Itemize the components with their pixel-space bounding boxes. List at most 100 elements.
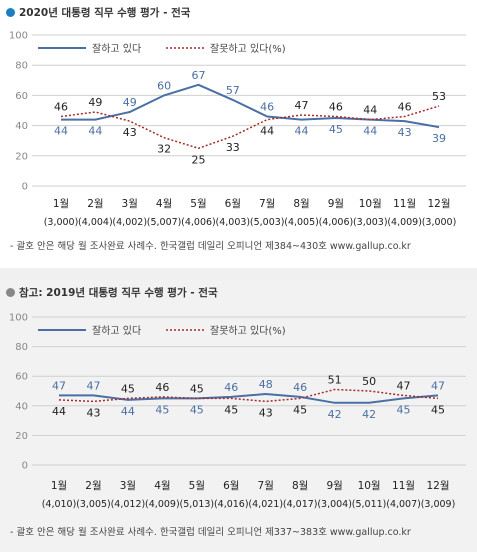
sample-size-label: (4,009) (387, 217, 422, 228)
sample-size-label: (5,011) (352, 499, 387, 510)
data-label-disapprove: 44 (52, 405, 66, 418)
data-label-approve: 44 (121, 405, 135, 418)
sample-size-label: (3,005) (76, 499, 111, 510)
data-label-approve: 44 (88, 125, 102, 138)
chart-footnote: - 괄호 안은 해당 월 조사완료 사례수. 한국갤럽 데일리 오피니언 제33… (10, 527, 411, 538)
data-label-disapprove: 46 (155, 381, 169, 394)
data-label-disapprove: 46 (398, 101, 412, 114)
line-chart-2020: 0 20 40 60 80 100 잘하고 있다 잘못하고 있다(%) 44 46 44 49 49 43… (9, 31, 466, 228)
x-tick-label: 2월 (87, 198, 103, 210)
data-label-approve: 46 (224, 381, 238, 394)
x-tick-label: 2월 (85, 480, 101, 492)
data-label-approve: 48 (259, 378, 273, 391)
chart-title: 참고: 2019년 대통령 직무 수행 평가 - 전국 (6, 285, 218, 300)
data-label-approve: 45 (329, 123, 343, 136)
sample-size-label: (3,003) (353, 217, 388, 228)
bullet-icon (6, 288, 15, 297)
sample-size-label: (4,006) (181, 217, 216, 228)
x-tick-label: 10월 (359, 198, 382, 210)
x-tick-label: 5월 (189, 480, 205, 492)
x-tick-label: 3월 (120, 480, 136, 492)
legend-label-disapprove: 잘못하고 있다(%) (210, 324, 286, 337)
panel-separator (0, 268, 477, 280)
y-tick-label: 20 (15, 431, 28, 442)
x-tick-label: 3월 (122, 198, 138, 210)
y-tick-label: 60 (15, 372, 28, 383)
y-tick-label: 0 (22, 461, 28, 472)
data-label-approve: 45 (190, 403, 204, 416)
legend-label-approve: 잘하고 있다 (92, 324, 141, 337)
data-label-approve: 42 (328, 408, 342, 421)
bullet-icon (6, 8, 15, 17)
data-label-disapprove: 45 (431, 403, 445, 416)
data-label-disapprove: 25 (191, 153, 205, 166)
data-label-disapprove: 43 (86, 406, 100, 419)
series-line-disapprove (58, 388, 439, 403)
legend-label-approve: 잘하고 있다 (92, 42, 141, 55)
x-tick-label: 9월 (328, 198, 344, 210)
chart-title-text: 2020년 대통령 직무 수행 평가 - 전국 (19, 7, 191, 19)
sample-size-label: (4,009) (145, 499, 180, 510)
sample-size-label: (5,013) (180, 499, 215, 510)
data-label-approve: 45 (155, 403, 169, 416)
y-tick-label: 40 (15, 121, 28, 132)
data-label-disapprove: 44 (260, 125, 274, 138)
data-label-approve: 44 (363, 125, 377, 138)
sample-size-label: (4,006) (319, 217, 354, 228)
data-label-approve: 47 (86, 379, 100, 392)
x-tick-label: 11월 (393, 198, 416, 210)
data-label-approve: 47 (52, 379, 66, 392)
data-label-approve: 49 (123, 96, 137, 109)
sample-size-label: (4,004) (78, 217, 113, 228)
data-label-disapprove: 47 (295, 99, 309, 112)
data-label-disapprove: 44 (363, 104, 377, 117)
data-label-disapprove: 33 (226, 141, 240, 154)
y-tick-label: 100 (9, 313, 28, 324)
sample-size-label: (4,010) (42, 499, 77, 510)
data-label-approve: 46 (260, 101, 274, 114)
data-label-approve: 42 (362, 408, 376, 421)
data-label-approve: 46 (293, 381, 307, 394)
x-tick-label: 4월 (156, 198, 172, 210)
data-label-disapprove: 45 (293, 403, 307, 416)
data-label-approve: 44 (54, 125, 68, 138)
chart-title-text: 참고: 2019년 대통령 직무 수행 평가 - 전국 (19, 287, 218, 299)
y-tick-label: 80 (15, 61, 28, 72)
sample-size-label: (4,017) (283, 499, 318, 510)
chart-footnote: - 괄호 안은 해당 월 조사완료 사례수. 한국갤럽 데일리 오피니언 제38… (10, 241, 411, 252)
sample-size-label: (3,004) (317, 499, 352, 510)
sample-size-label: (3,000) (422, 217, 457, 228)
y-tick-label: 0 (22, 182, 28, 193)
data-label-approve: 67 (191, 69, 205, 82)
series-line-disapprove (60, 105, 440, 150)
sample-size-label: (3,000) (44, 217, 79, 228)
data-label-disapprove: 50 (362, 375, 376, 388)
sample-size-label: (3,009) (421, 499, 456, 510)
data-label-approve: 39 (432, 132, 446, 145)
data-label-disapprove: 47 (397, 379, 411, 392)
data-label-disapprove: 43 (123, 126, 137, 139)
data-label-approve: 47 (431, 379, 445, 392)
sample-size-label: (4,002) (112, 217, 147, 228)
y-tick-label: 40 (15, 401, 28, 412)
x-tick-label: 9월 (326, 480, 342, 492)
x-tick-label: 8월 (292, 480, 308, 492)
data-label-approve: 45 (397, 403, 411, 416)
data-label-disapprove: 43 (259, 406, 273, 419)
data-label-disapprove: 53 (432, 90, 446, 103)
chart-panel-2019: 참고: 2019년 대통령 직무 수행 평가 - 전국 0 20 40 60 80 100… (0, 280, 477, 552)
data-label-disapprove: 45 (224, 403, 238, 416)
x-tick-label: 6월 (223, 480, 239, 492)
y-tick-label: 80 (15, 342, 28, 353)
x-tick-label: 12월 (427, 198, 450, 210)
x-tick-label: 8월 (293, 198, 309, 210)
y-tick-label: 20 (15, 151, 28, 162)
sample-size-label: (5,003) (250, 217, 285, 228)
data-label-disapprove: 45 (121, 382, 135, 395)
x-tick-label: 12월 (426, 480, 449, 492)
data-label-disapprove: 32 (157, 143, 171, 156)
data-label-disapprove: 46 (54, 101, 68, 114)
line-chart-2019: 0 20 40 60 80 100 잘하고 있다 잘못하고 있다(%) 47 44 47 43 44 45… (9, 313, 466, 510)
x-tick-label: 4월 (154, 480, 170, 492)
data-label-approve: 44 (295, 125, 309, 138)
